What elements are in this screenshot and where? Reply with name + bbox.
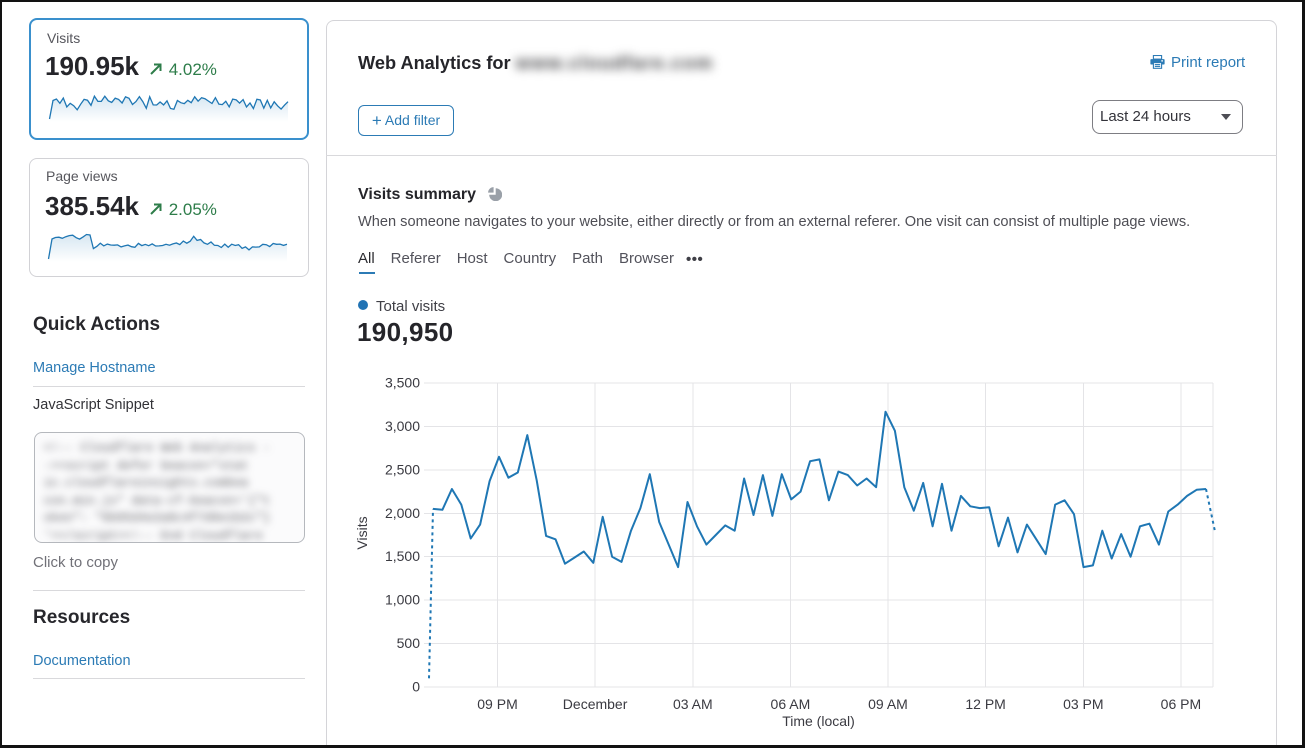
svg-text:0: 0 <box>412 679 420 695</box>
svg-text:03 AM: 03 AM <box>673 696 713 712</box>
svg-text:09 PM: 09 PM <box>477 696 517 712</box>
svg-text:2,500: 2,500 <box>385 461 420 477</box>
svg-text:December: December <box>563 696 628 712</box>
svg-text:03 PM: 03 PM <box>1063 696 1103 712</box>
svg-text:12 PM: 12 PM <box>965 696 1005 712</box>
svg-text:1,000: 1,000 <box>385 592 420 608</box>
svg-text:06 AM: 06 AM <box>771 696 811 712</box>
svg-text:06 PM: 06 PM <box>1161 696 1201 712</box>
svg-text:2,000: 2,000 <box>385 505 420 521</box>
svg-text:Time (local): Time (local) <box>782 713 855 729</box>
svg-text:3,000: 3,000 <box>385 418 420 434</box>
svg-text:3,500: 3,500 <box>385 375 420 391</box>
svg-text:500: 500 <box>397 635 421 651</box>
svg-text:Visits: Visits <box>354 516 370 549</box>
svg-text:09 AM: 09 AM <box>868 696 908 712</box>
svg-text:1,500: 1,500 <box>385 548 420 564</box>
